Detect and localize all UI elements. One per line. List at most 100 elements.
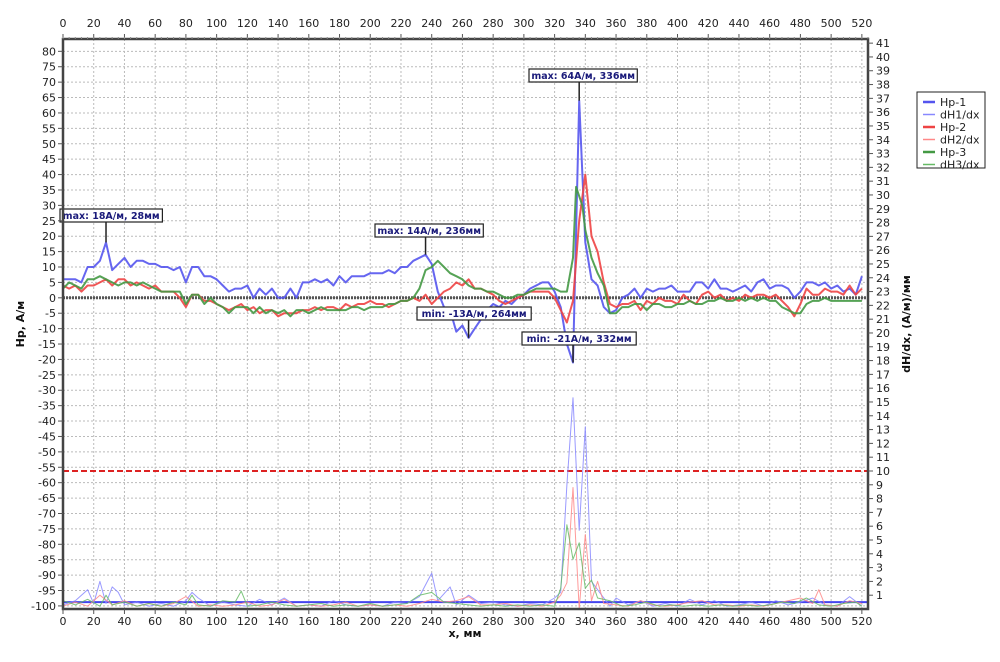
x-title: x, мм [448, 627, 481, 640]
x-bottom-tick-label: 360 [606, 615, 627, 628]
y-left-tick-label: 70 [42, 76, 56, 89]
x-top-tick-label: 340 [575, 17, 596, 30]
y-right-tick-label: 22 [876, 299, 890, 312]
y-left-tick-label: 40 [42, 169, 56, 182]
y-right-tick-label: 13 [876, 424, 890, 437]
x-top-tick-label: 260 [452, 17, 473, 30]
y-right-tick-label: 10 [876, 465, 890, 478]
x-top-tick-label: 60 [148, 17, 162, 30]
series-lines [62, 99, 868, 610]
x-bottom-tick-label: 260 [452, 615, 473, 628]
y-right-tick-label: 6 [876, 520, 883, 533]
y-right-tick-label: 26 [876, 244, 890, 257]
y-left-tick-label: 80 [42, 45, 56, 58]
y-right-tick-label: 35 [876, 120, 890, 133]
legend-label: Hp-3 [940, 146, 966, 159]
y-left-tick-label: -60 [38, 477, 56, 490]
y-right-tick-label: 11 [876, 451, 890, 464]
y-right-tick-label: 24 [876, 272, 890, 285]
y-right-tick-label: 28 [876, 217, 890, 230]
grid [62, 39, 868, 609]
series-dh1-dx [62, 397, 863, 607]
legend-box [916, 91, 986, 169]
y-right-tick-label: 38 [876, 79, 890, 92]
legend-label: dH1/dx [940, 109, 980, 122]
y-right-tick-label: 21 [876, 313, 890, 326]
y-right-tick-label: 23 [876, 286, 890, 299]
annotation-label: min: -13А/м, 264мм [422, 309, 527, 320]
x-bottom-tick-label: 240 [421, 615, 442, 628]
y-left-tick-label: -65 [38, 492, 56, 505]
y-left-tick-label: -75 [38, 523, 56, 536]
x-top-tick-label: 400 [667, 17, 688, 30]
annotation-box [528, 68, 638, 83]
y-right-tick-label: 33 [876, 148, 890, 161]
legend-label: dH3/dx [940, 159, 980, 172]
x-bottom-tick-label: 0 [60, 615, 67, 628]
y-left-tick-label: -50 [38, 446, 56, 459]
y-right-tick-label: 20 [876, 327, 890, 340]
y-right-tick-label: 31 [876, 175, 890, 188]
legend-label: Hp-1 [940, 96, 966, 109]
x-bottom-tick-label: 320 [544, 615, 565, 628]
x-bottom-tick-label: 340 [575, 615, 596, 628]
annotation-label: min: -21А/м, 332мм [527, 334, 632, 345]
y-right-tick-label: 9 [876, 479, 883, 492]
y-right-tick-label: 39 [876, 65, 890, 78]
x-top-tick-label: 300 [513, 17, 534, 30]
y-left-tick-label: -45 [38, 430, 56, 443]
y-left-tick-label: -30 [38, 384, 56, 397]
y-left-tick-label: -25 [38, 369, 56, 382]
y-right-tick-label: 29 [876, 203, 890, 216]
y-left-tick-label: -10 [38, 323, 56, 336]
y-right-tick-label: 19 [876, 341, 890, 354]
x-top-tick-label: 40 [117, 17, 131, 30]
y-right-tick-label: 14 [876, 410, 890, 423]
y-left-tick-label: 50 [42, 138, 56, 151]
y-left-tick-label: -55 [38, 461, 56, 474]
x-bottom-tick-label: 20 [87, 615, 101, 628]
x-bottom-tick-label: 400 [667, 615, 688, 628]
y-left-tick-label: -5 [45, 307, 56, 320]
annotation-label: max: 18А/м, 28мм [63, 211, 160, 222]
x-top-tick-label: 180 [329, 17, 350, 30]
y-right-tick-label: 34 [876, 134, 890, 147]
x-top-tick-label: 500 [821, 17, 842, 30]
series-dh3-dx [62, 524, 863, 607]
y-right-tick-label: 18 [876, 355, 890, 368]
x-top-tick-label: 100 [206, 17, 227, 30]
y-right-tick-label: 32 [876, 161, 890, 174]
x-bottom-tick-label: 300 [513, 615, 534, 628]
x-top-tick-label: 520 [851, 17, 872, 30]
legend-label: dH2/dx [940, 134, 980, 147]
x-top-tick-label: 120 [237, 17, 258, 30]
plot-frame [61, 37, 870, 611]
x-bottom-tick-label: 500 [821, 615, 842, 628]
annotation-label: max: 14А/м, 236мм [377, 226, 481, 237]
y-left-tick-label: -90 [38, 569, 56, 582]
y-left-tick-label: 15 [42, 246, 56, 259]
annotation-box [374, 223, 484, 238]
y-right-tick-label: 40 [876, 51, 890, 64]
y-left-tick-label: 65 [42, 92, 56, 105]
y-right-tick-label: 8 [876, 493, 883, 506]
y-right-tick-label: 37 [876, 92, 890, 105]
y-right-tick-label: 25 [876, 258, 890, 271]
y-right-tick-label: 4 [876, 548, 883, 561]
y-left-tick-label: 0 [49, 292, 56, 305]
x-bottom-tick-label: 180 [329, 615, 350, 628]
y-left-tick-label: -35 [38, 400, 56, 413]
y-right-tick-label: 36 [876, 106, 890, 119]
legend-label: Hp-2 [940, 121, 966, 134]
x-top-tick-label: 240 [421, 17, 442, 30]
y-right-tick-label: 41 [876, 37, 890, 50]
x-bottom-tick-label: 280 [483, 615, 504, 628]
x-bottom-tick-label: 40 [117, 615, 131, 628]
annotation-box [416, 306, 532, 321]
axis-ticks: 0020204040606080801001001201201401401601… [31, 17, 890, 628]
y-left-tick-label: 30 [42, 199, 56, 212]
y-left-tick-label: 5 [49, 276, 56, 289]
y-right-tick-label: 30 [876, 189, 890, 202]
x-bottom-tick-label: 160 [298, 615, 319, 628]
